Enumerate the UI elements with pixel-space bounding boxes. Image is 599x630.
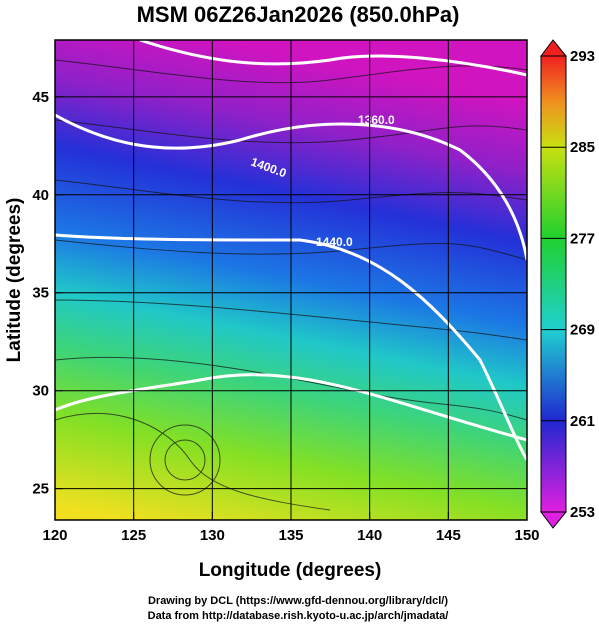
streamlines	[55, 59, 527, 511]
x-tick-label: 150	[514, 527, 539, 544]
x-tick-label: 145	[436, 527, 461, 544]
credit: Drawing by DCL (https://www.gfd-dennou.o…	[148, 595, 448, 607]
grid	[55, 40, 527, 520]
colorbar-top-arrow	[540, 39, 568, 57]
colorbar-bottom-arrow	[540, 511, 568, 529]
y-tick-label: 40	[32, 187, 49, 204]
colorbar-tick-label: 277	[570, 230, 595, 247]
x-tick-label: 140	[357, 527, 382, 544]
contour-label: 1440.0	[316, 235, 353, 249]
colorbar-ticks: 253 261 269 277 285 293	[541, 48, 595, 521]
colorbar-tick-label: 293	[570, 48, 595, 65]
contour-label: 1360.0	[358, 113, 395, 127]
map-field: 1360.0 1400.0 1440.0	[55, 40, 527, 520]
colorbar-tick-label: 285	[570, 139, 595, 156]
colorbar-tick-label: 269	[570, 322, 595, 339]
colorbar-tick-label: 253	[570, 504, 595, 521]
axis-ticks: 120 125 130 135 140 145 150 25 30 35 40 45	[32, 89, 539, 544]
y-tick-label: 45	[32, 89, 49, 106]
y-tick-label: 35	[32, 285, 49, 302]
y-tick-label: 30	[32, 383, 49, 400]
y-tick-label: 25	[32, 481, 49, 498]
x-axis-label: Longitude (degrees)	[199, 560, 382, 581]
title: MSM 06Z26Jan2026 (850.0hPa)	[137, 2, 460, 27]
credit: Data from http://database.rish.kyoto-u.a…	[148, 610, 449, 622]
x-tick-label: 120	[42, 527, 67, 544]
colorbar: 253 261 269 277 285 293	[540, 39, 595, 529]
colorbar-tick-label: 261	[570, 413, 595, 430]
x-tick-label: 135	[278, 527, 303, 544]
y-axis-label: Latitude (degrees)	[4, 198, 25, 363]
contours	[55, 40, 527, 461]
colorbar-scale	[540, 55, 567, 513]
x-tick-label: 125	[121, 527, 146, 544]
x-tick-label: 130	[200, 527, 225, 544]
